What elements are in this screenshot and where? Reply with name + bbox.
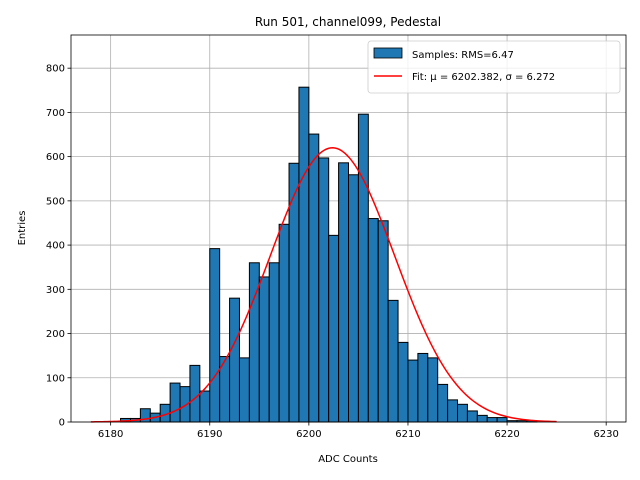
histogram-bar [169,382,181,423]
histogram-bar [496,417,508,423]
y-tick-label: 800 [46,64,65,75]
histogram-bar [229,297,240,423]
histogram-bar [387,299,399,423]
y-tick-label: 700 [46,108,65,119]
y-tick-label: 0 [59,418,65,429]
histogram-bar [268,262,280,423]
x-tick-label: 6230 [593,429,618,440]
y-tick-label: 100 [46,373,65,384]
histogram-bar [199,390,211,423]
x-tick-label: 6190 [197,429,222,440]
histogram-bar [318,157,330,423]
histogram-bar [308,133,320,423]
histogram-bars [120,86,538,423]
histogram-bar [189,364,201,423]
y-tick-label: 500 [46,196,65,207]
histogram-bar [238,357,250,423]
x-tick-label: 6180 [98,429,123,440]
histogram-bar [397,341,409,423]
fit-curve [90,147,557,423]
legend-fit-label-params: μ = 6202.382, σ = 6.272 [430,72,555,83]
histogram-bar [377,220,389,423]
histogram-bar [258,276,270,423]
histogram-bar [367,218,379,423]
legend-fit-label: Fit: μ = 6202.382, σ = 6.272 [412,72,555,83]
histogram-bar [338,162,350,423]
histogram-bar [278,223,290,423]
x-tick-label: 6200 [296,429,321,440]
histogram-bar [466,410,478,423]
y-tick-label: 400 [46,241,65,252]
plot-frame [70,34,627,423]
histogram-bar [486,417,498,423]
legend-samples-swatch [373,47,403,59]
histogram-bar [407,359,419,423]
histogram-bar [179,386,191,423]
histogram-bar [476,414,488,423]
histogram-bar [348,174,359,423]
histogram-bar [298,86,310,423]
y-axis-label: Entries [17,211,28,246]
histogram-bar [447,399,459,423]
histogram-bar [328,234,340,423]
y-tick-label: 200 [46,329,65,340]
y-tick-label: 300 [46,285,65,296]
histogram-bar [437,383,449,423]
histogram-bar [209,248,221,423]
chart-title: Run 501, channel099, Pedestal [255,15,441,29]
y-axis-ticks: 0 100 200 300 400 500 600 700 800 [46,64,71,429]
histogram-bar [457,403,468,423]
histogram-bar [357,113,369,423]
x-tick-label: 6220 [494,429,519,440]
histogram-bar [427,357,439,423]
x-axis-ticks: 6180 6190 6200 6210 6220 6230 [98,422,619,440]
histogram-bar [417,352,429,423]
y-tick-label: 600 [46,152,65,163]
x-tick-label: 6210 [395,429,420,440]
legend-samples-label: Samples: RMS=6.47 [412,50,514,61]
legend: Samples: RMS=6.47 Fit: μ = 6202.382, σ =… [367,40,621,94]
legend-fit-label-prefix: Fit: [412,72,430,83]
x-axis-label: ADC Counts [318,454,378,465]
legend-box [367,40,621,94]
